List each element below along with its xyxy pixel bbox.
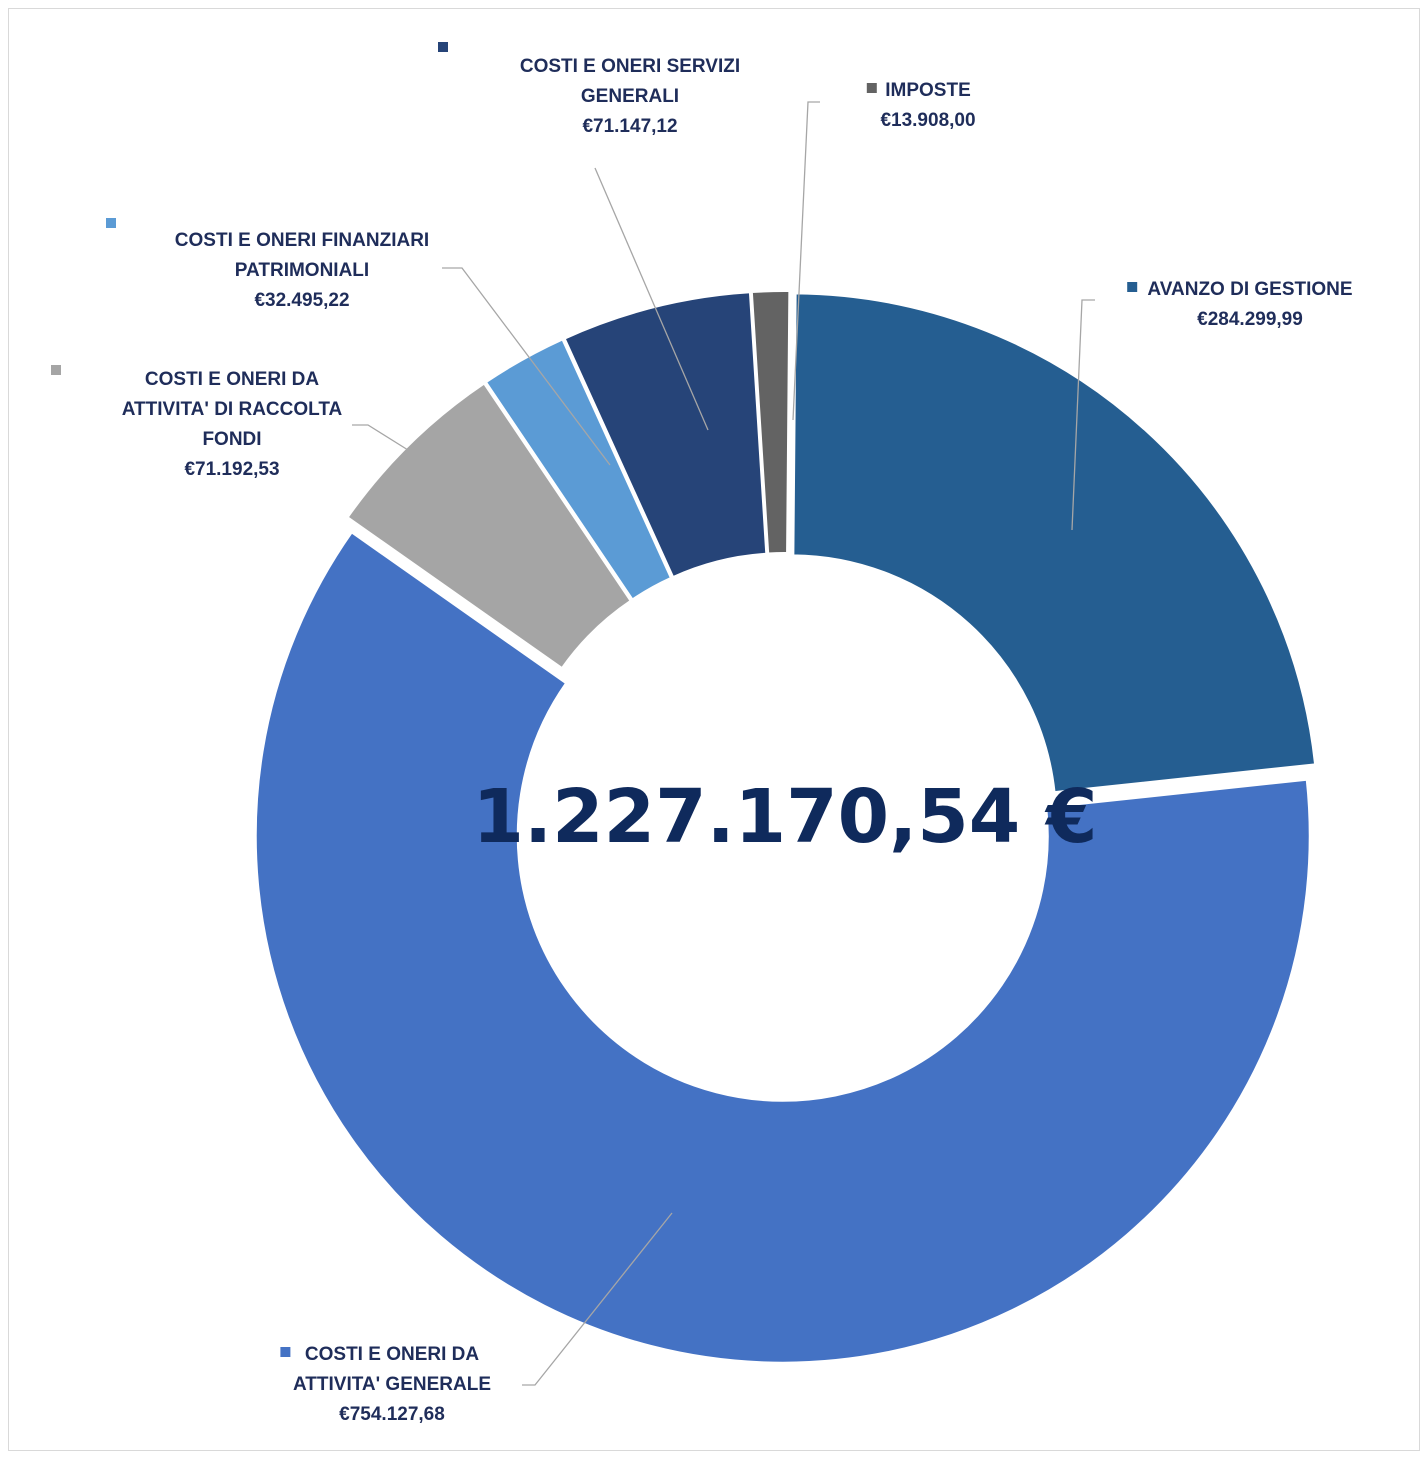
donut-slice — [792, 292, 1317, 794]
legend-square-icon — [438, 42, 448, 52]
slice-value-label: €71.147,12 — [582, 116, 677, 137]
donut-slice — [484, 338, 673, 601]
slices-group — [254, 290, 1317, 1364]
slice-name-label: IMPOSTE — [885, 80, 971, 101]
leader-line — [594, 167, 709, 431]
leader-line — [442, 267, 611, 466]
leader-line — [792, 101, 820, 421]
slice-name-label: GENERALI — [581, 86, 679, 107]
leader-line — [522, 1212, 673, 1386]
slice-name-label: FONDI — [202, 429, 261, 450]
slice-name-label: ATTIVITA' GENERALE — [293, 1374, 491, 1395]
center-total-label: 1.227.170,54 € — [473, 774, 1098, 860]
slice-value-label: €13.908,00 — [880, 110, 975, 131]
donut-slice — [346, 382, 632, 670]
slice-name-label: COSTI E ONERI FINANZIARI — [175, 230, 429, 251]
slice-name-label: PATRIMONIALI — [235, 260, 369, 281]
donut-slice — [563, 291, 768, 579]
leader-line — [352, 424, 409, 451]
labels-group: AVANZO DI GESTIONE €284.299,99 COSTI E ONE… — [51, 42, 1353, 1425]
legend-square-icon — [51, 365, 61, 375]
legend-square-icon — [280, 1347, 291, 1357]
legend-square-icon — [1127, 282, 1138, 292]
slice-name-label: AVANZO DI GESTIONE — [1147, 279, 1352, 300]
slice-value-label: €32.495,22 — [254, 290, 349, 311]
slice-name-label: COSTI E ONERI DA — [305, 1344, 479, 1365]
legend-square-icon — [106, 218, 116, 228]
slice-value-label: €71.192,53 — [184, 459, 279, 480]
slice-name-label: ATTIVITA' DI RACCOLTA — [122, 399, 343, 420]
donut-slice — [254, 531, 1311, 1364]
slice-name-label: COSTI E ONERI SERVIZI — [520, 56, 740, 77]
leader-line — [1071, 299, 1095, 531]
slice-name-label: COSTI E ONERI DA — [145, 369, 319, 390]
donut-slice — [750, 290, 791, 555]
slice-value-label: €284.299,99 — [1197, 309, 1303, 330]
legend-square-icon — [866, 83, 877, 93]
slice-value-label: €754.127,68 — [339, 1404, 445, 1425]
